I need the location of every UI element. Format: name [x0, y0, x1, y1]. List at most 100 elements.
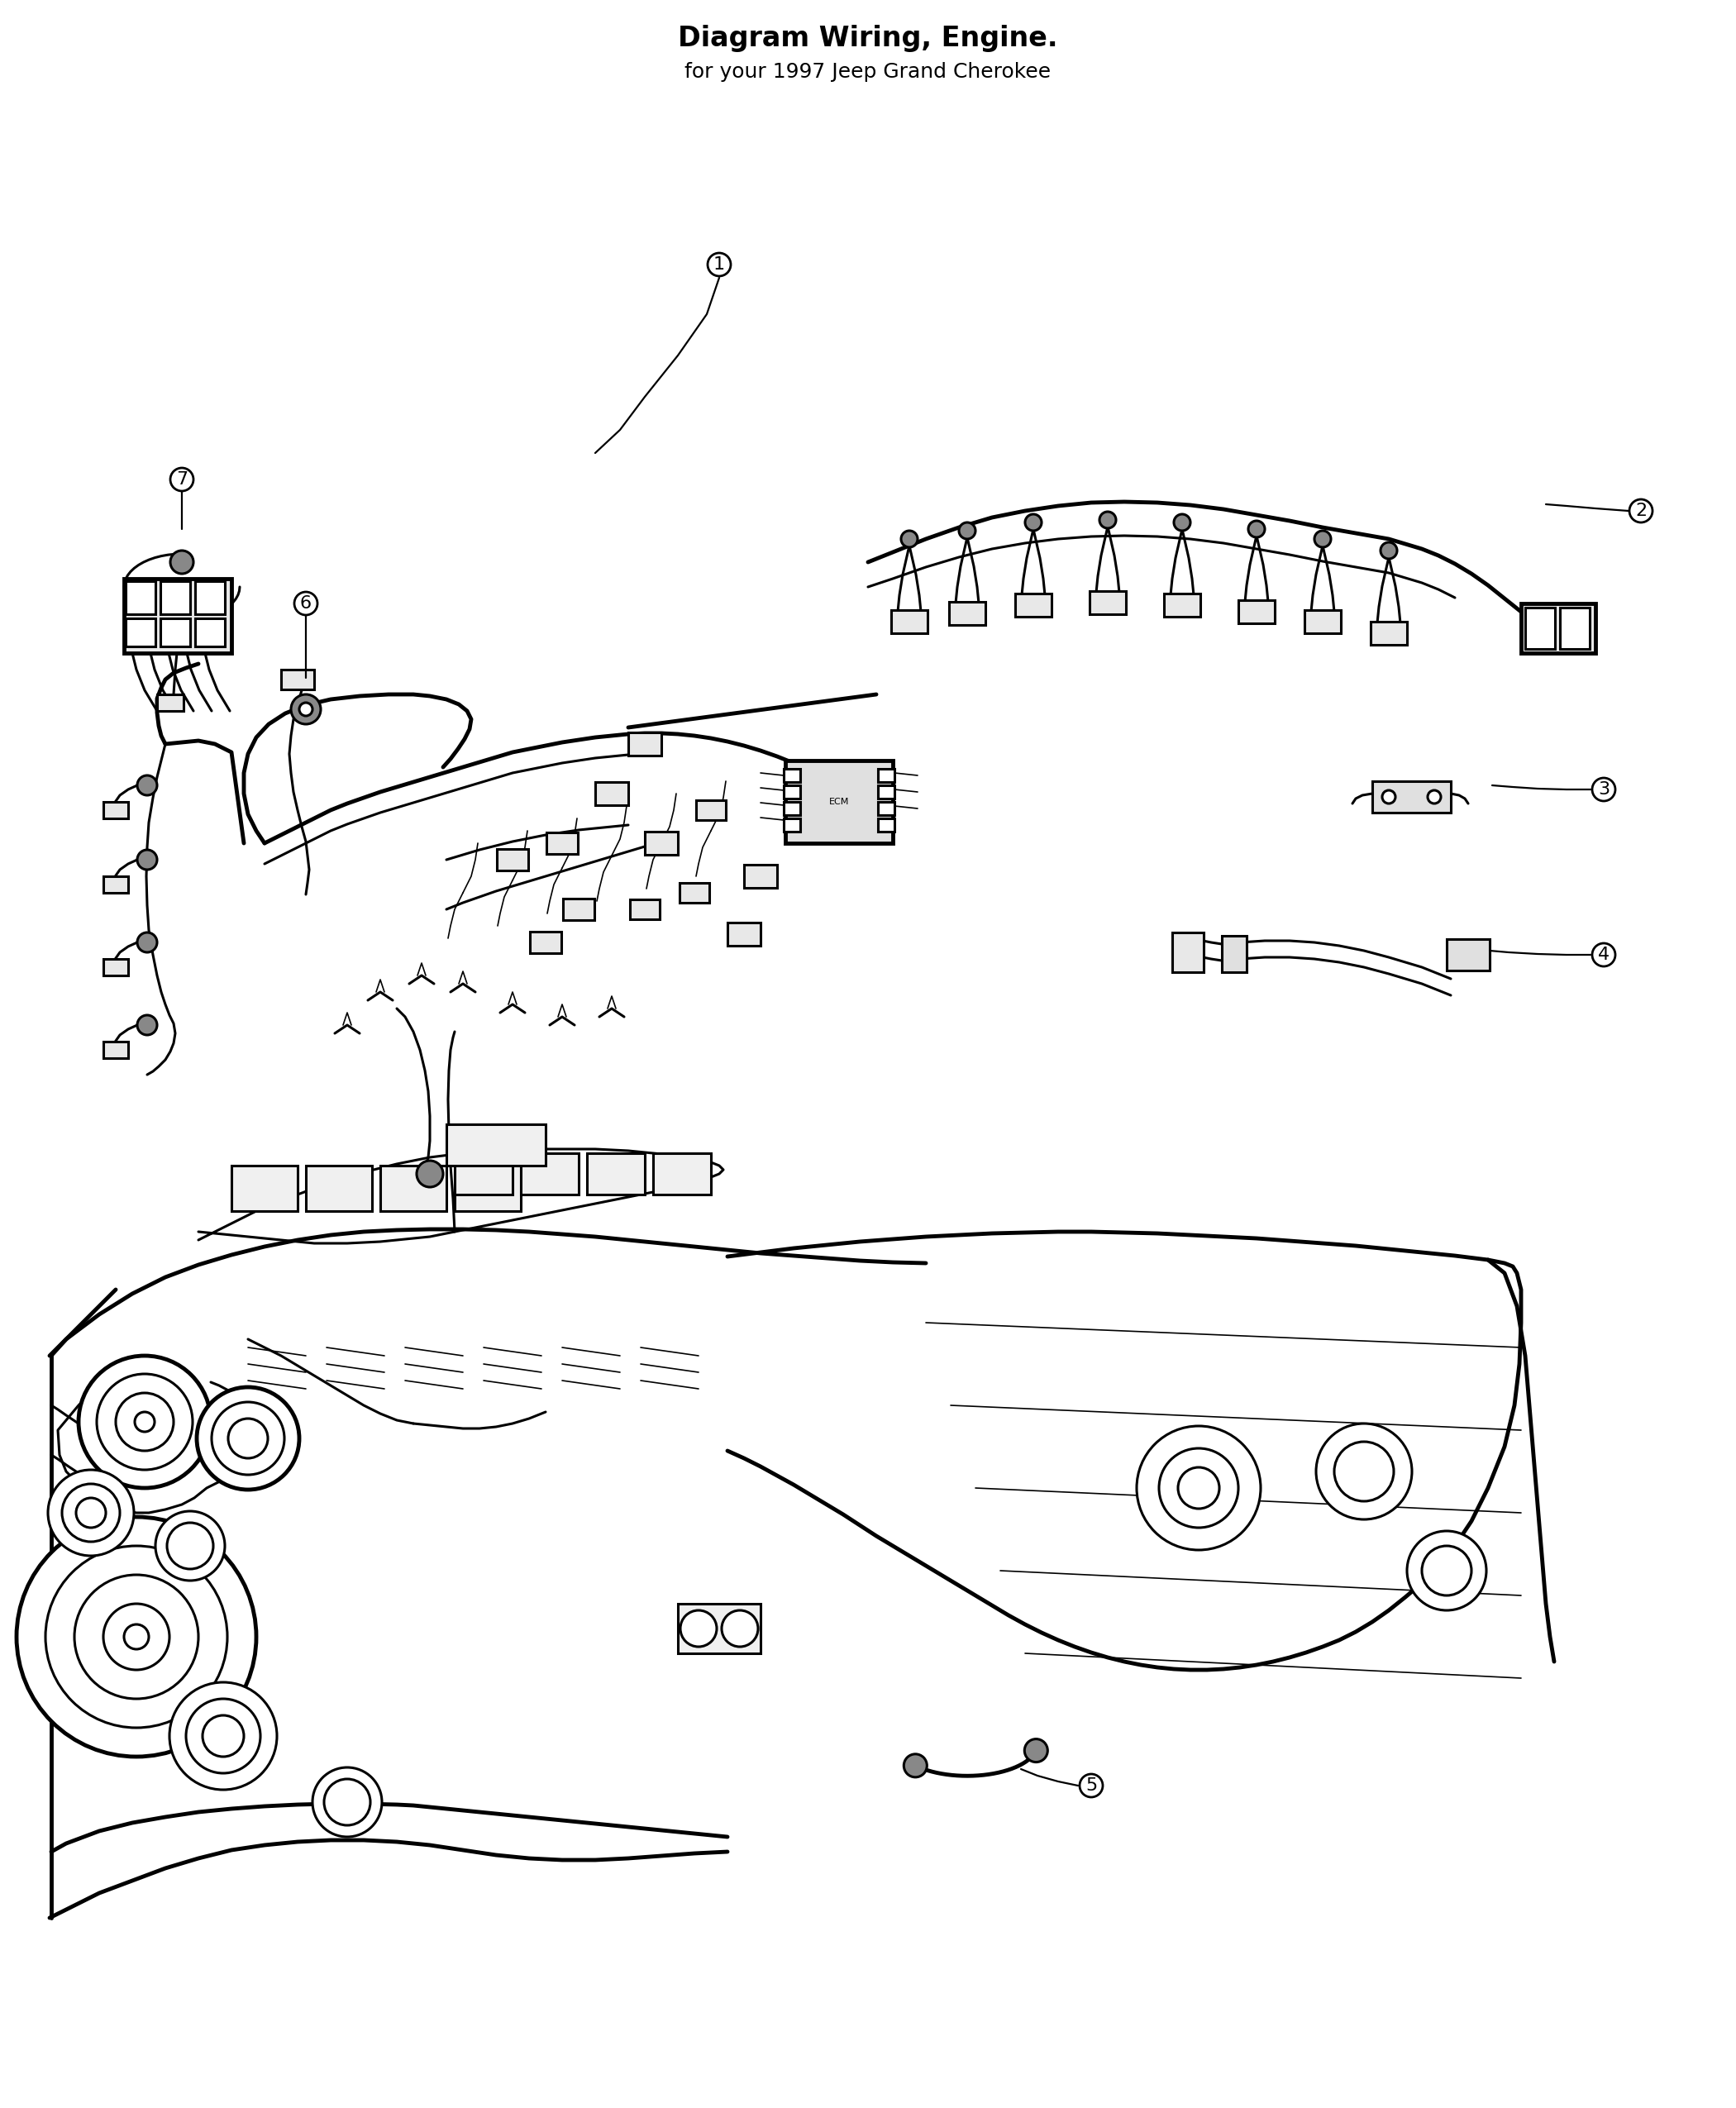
Circle shape: [325, 1779, 370, 1826]
Circle shape: [104, 1604, 170, 1670]
Bar: [104, 877, 128, 894]
Circle shape: [137, 1016, 156, 1035]
Bar: [785, 761, 892, 843]
Bar: [104, 1041, 128, 1058]
Circle shape: [135, 1412, 155, 1431]
Circle shape: [170, 468, 193, 491]
Circle shape: [904, 1754, 927, 1777]
Circle shape: [1335, 1442, 1394, 1501]
Circle shape: [49, 1469, 134, 1556]
Bar: [783, 801, 800, 816]
Circle shape: [1248, 521, 1266, 538]
Bar: [1172, 932, 1203, 972]
Bar: [562, 898, 594, 919]
Circle shape: [1422, 1545, 1472, 1596]
Bar: [653, 1153, 712, 1195]
Text: for your 1997 Jeep Grand Cherokee: for your 1997 Jeep Grand Cherokee: [684, 61, 1052, 82]
Text: 7: 7: [175, 472, 187, 487]
Bar: [783, 786, 800, 799]
Bar: [628, 731, 661, 755]
Bar: [1016, 594, 1052, 618]
Bar: [1561, 607, 1590, 649]
Circle shape: [156, 1511, 226, 1581]
Circle shape: [292, 694, 321, 725]
Circle shape: [312, 1767, 382, 1836]
Circle shape: [1592, 942, 1614, 965]
Circle shape: [62, 1484, 120, 1541]
Circle shape: [97, 1374, 193, 1469]
Bar: [455, 1166, 521, 1212]
Bar: [878, 818, 894, 833]
Text: 3: 3: [1597, 782, 1609, 797]
Bar: [595, 782, 628, 805]
Bar: [194, 618, 226, 647]
Circle shape: [1174, 514, 1191, 531]
Bar: [160, 618, 191, 647]
Circle shape: [1380, 542, 1397, 559]
Circle shape: [1592, 778, 1614, 801]
Text: ECM: ECM: [830, 797, 849, 805]
Circle shape: [958, 523, 976, 540]
Circle shape: [299, 702, 312, 717]
Circle shape: [196, 1387, 299, 1490]
Bar: [547, 833, 578, 854]
Circle shape: [123, 1625, 149, 1648]
Circle shape: [76, 1499, 106, 1528]
Bar: [1238, 601, 1274, 624]
Bar: [783, 818, 800, 833]
Bar: [123, 580, 231, 653]
Bar: [380, 1166, 446, 1212]
Circle shape: [681, 1611, 717, 1646]
Circle shape: [1382, 790, 1396, 803]
Bar: [696, 801, 726, 820]
Circle shape: [901, 531, 918, 548]
Circle shape: [170, 1682, 278, 1790]
Text: 2: 2: [1635, 502, 1647, 519]
Bar: [727, 923, 760, 946]
Bar: [644, 833, 677, 854]
Bar: [104, 959, 128, 976]
Circle shape: [1316, 1423, 1411, 1520]
Circle shape: [167, 1522, 214, 1568]
Bar: [496, 850, 528, 871]
Circle shape: [137, 850, 156, 871]
Bar: [677, 1604, 760, 1653]
Text: 6: 6: [300, 594, 312, 611]
Bar: [521, 1153, 578, 1195]
Bar: [529, 932, 561, 953]
Circle shape: [1160, 1448, 1238, 1528]
Bar: [1371, 782, 1451, 812]
Circle shape: [78, 1355, 210, 1488]
Text: Diagram Wiring, Engine.: Diagram Wiring, Engine.: [679, 25, 1057, 53]
Bar: [160, 582, 191, 613]
Bar: [1371, 622, 1406, 645]
Bar: [104, 801, 128, 818]
Bar: [446, 1124, 545, 1166]
Circle shape: [1080, 1775, 1102, 1798]
Text: 4: 4: [1597, 946, 1609, 963]
Bar: [950, 601, 986, 624]
Bar: [679, 883, 710, 902]
Circle shape: [170, 550, 193, 573]
Bar: [587, 1153, 644, 1195]
Circle shape: [17, 1518, 257, 1756]
Text: 5: 5: [1085, 1777, 1097, 1794]
Circle shape: [1099, 512, 1116, 529]
Circle shape: [1314, 531, 1332, 548]
Bar: [1163, 594, 1200, 618]
Bar: [194, 582, 226, 613]
Circle shape: [186, 1699, 260, 1773]
Bar: [125, 618, 156, 647]
Bar: [1521, 603, 1595, 653]
Bar: [878, 769, 894, 782]
Bar: [455, 1153, 512, 1195]
Circle shape: [1024, 1739, 1047, 1762]
Bar: [878, 786, 894, 799]
Bar: [1526, 607, 1555, 649]
Circle shape: [1024, 514, 1042, 531]
Bar: [783, 769, 800, 782]
Circle shape: [212, 1402, 285, 1476]
Bar: [281, 670, 314, 689]
Circle shape: [708, 253, 731, 276]
Circle shape: [45, 1545, 227, 1729]
